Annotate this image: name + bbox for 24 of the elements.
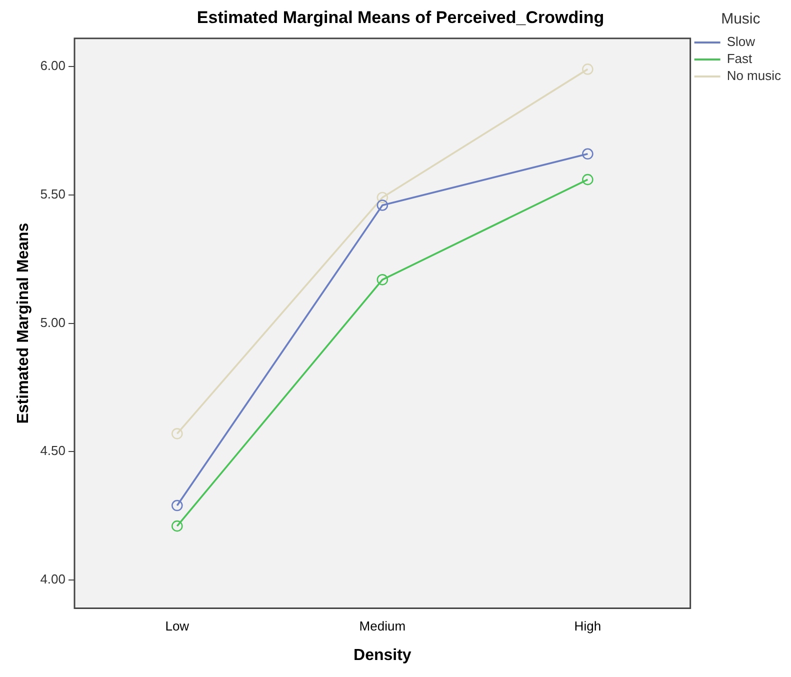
point	[582, 174, 594, 186]
y-axis-title: Estimated Marginal Means	[15, 222, 32, 424]
y-tick-label: 4.50	[40, 443, 66, 458]
legend-title: Music	[721, 10, 761, 28]
point	[582, 64, 594, 75]
point	[171, 520, 183, 532]
x-tick-label: Medium	[359, 618, 406, 634]
point	[376, 274, 388, 286]
legend-label: Slow	[726, 34, 756, 50]
chart-title: Estimated Marginal Means of Perceived_Crowding	[196, 8, 604, 27]
y-tick-label: 5.50	[40, 186, 66, 202]
y-tick-label: 5.00	[40, 314, 66, 330]
x-axis-title: Density	[354, 646, 412, 664]
legend-label: No music	[726, 68, 782, 84]
point	[171, 500, 183, 512]
point	[171, 428, 183, 440]
x-tick-label: Low	[165, 618, 190, 634]
point	[376, 192, 388, 204]
y-tick-label: 6.00	[40, 58, 66, 74]
legend-label: Fast	[726, 51, 752, 66]
x-tick-label: High	[574, 618, 602, 634]
y-tick-label: 4.00	[40, 572, 66, 587]
point	[582, 148, 594, 160]
point	[376, 200, 388, 211]
